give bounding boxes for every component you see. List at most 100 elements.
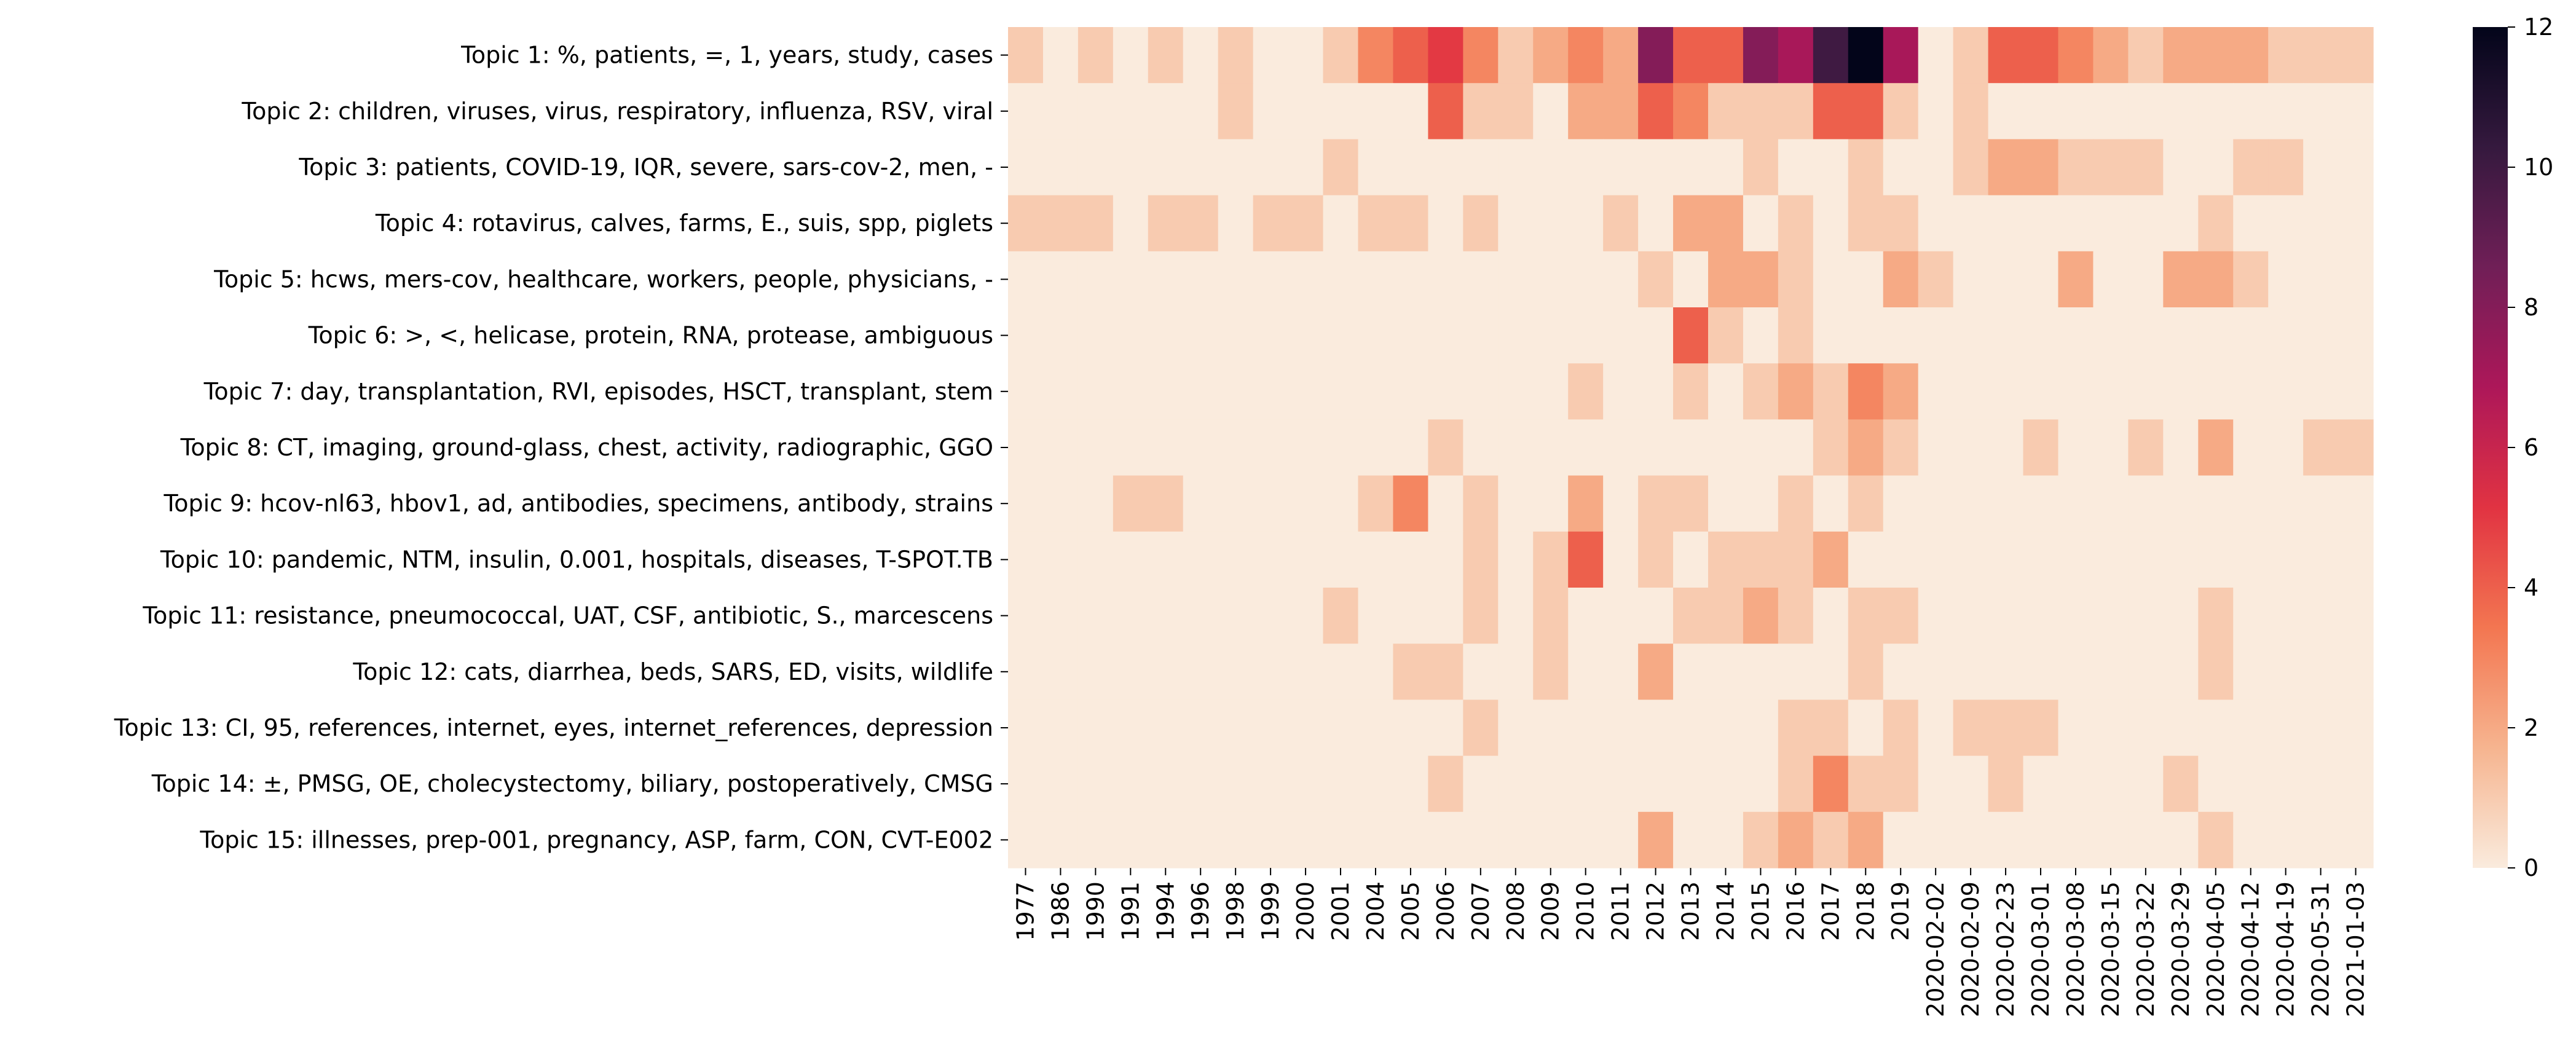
- heatmap-cell: [2128, 699, 2164, 757]
- heatmap-cell: [1498, 195, 1534, 252]
- heatmap-cell: [2093, 699, 2129, 757]
- heatmap-cell: [2233, 195, 2269, 252]
- heatmap-cell: [1358, 588, 1394, 644]
- y-tick-label: Topic 15: illnesses, prep-001, pregnancy…: [199, 826, 993, 853]
- heatmap-cell: [1848, 475, 1884, 532]
- heatmap-cell: [1603, 419, 1639, 476]
- heatmap-cell: [2163, 195, 2199, 252]
- heatmap-cell: [1603, 755, 1639, 813]
- heatmap-cell: [2128, 644, 2164, 700]
- heatmap-cell: [1918, 27, 1954, 84]
- heatmap-cell: [1183, 27, 1219, 84]
- heatmap-cell: [1848, 139, 1884, 196]
- heatmap-cell: [1077, 27, 1114, 84]
- heatmap-cell: [2303, 699, 2339, 757]
- heatmap-cell: [1708, 531, 1744, 588]
- heatmap-cell: [1113, 811, 1149, 869]
- heatmap-cell: [1008, 755, 1044, 813]
- heatmap-cell: [1918, 307, 1954, 364]
- heatmap-cell: [1253, 419, 1289, 476]
- heatmap-cell: [2058, 475, 2094, 532]
- heatmap-cell: [1638, 307, 1674, 364]
- x-tick-label: 2020-02-23: [1992, 881, 2019, 1017]
- heatmap-cell: [1428, 139, 1463, 196]
- heatmap-cell: [2023, 588, 2059, 644]
- heatmap-cell: [1673, 83, 1709, 140]
- heatmap-cell: [1253, 811, 1289, 869]
- heatmap-cell: [1323, 588, 1359, 644]
- heatmap-cell: [1113, 363, 1149, 420]
- heatmap-cell: [1113, 644, 1149, 700]
- heatmap-cell: [1428, 699, 1463, 757]
- heatmap-cell: [1077, 755, 1114, 813]
- heatmap-cell: [1008, 419, 1044, 476]
- heatmap-cell: [1463, 531, 1499, 588]
- heatmap-cell: [1743, 363, 1779, 420]
- heatmap-cell: [1358, 755, 1394, 813]
- colorbar-tick-label: 4: [2524, 574, 2539, 601]
- heatmap-cell: [1183, 699, 1219, 757]
- heatmap-cell: [2303, 475, 2339, 532]
- heatmap-cell: [1673, 811, 1709, 869]
- heatmap-cell: [1988, 307, 2024, 364]
- heatmap-cell: [1813, 363, 1849, 420]
- heatmap-cell: [1183, 588, 1219, 644]
- heatmap-cell: [1008, 363, 1044, 420]
- heatmap-cell: [2198, 475, 2234, 532]
- heatmap-cell: [2233, 83, 2269, 140]
- heatmap-cell: [1077, 251, 1114, 308]
- heatmap-cell: [1568, 588, 1604, 644]
- heatmap-cell: [2163, 811, 2199, 869]
- heatmap-cell: [1113, 475, 1149, 532]
- heatmap-cell: [2303, 195, 2339, 252]
- heatmap-cell: [1778, 195, 1814, 252]
- heatmap-cell: [1638, 83, 1674, 140]
- heatmap-cell: [1918, 139, 1954, 196]
- heatmap-cell: [1988, 363, 2024, 420]
- heatmap-cell: [1148, 699, 1184, 757]
- heatmap-cell: [1743, 699, 1779, 757]
- heatmap-cell: [1218, 419, 1254, 476]
- heatmap-cell: [1918, 531, 1954, 588]
- heatmap-cell: [1743, 644, 1779, 700]
- heatmap-cell: [2338, 699, 2374, 757]
- colorbar-tick-label: 10: [2524, 154, 2553, 181]
- heatmap-cell: [1533, 811, 1569, 869]
- heatmap-cell: [2163, 139, 2199, 196]
- heatmap-cell: [2268, 139, 2304, 196]
- heatmap-cell: [1113, 419, 1149, 476]
- heatmap-cell: [1463, 588, 1499, 644]
- heatmap-cell: [1778, 588, 1814, 644]
- heatmap-cell: [1498, 531, 1534, 588]
- heatmap-cell: [1148, 27, 1184, 84]
- heatmap-cell: [1673, 139, 1709, 196]
- heatmap-cell: [2268, 307, 2304, 364]
- heatmap-cell: [1568, 475, 1604, 532]
- heatmap-cell: [1393, 83, 1428, 140]
- heatmap-cell: [2268, 419, 2304, 476]
- x-tick-label: 2020-05-31: [2307, 881, 2334, 1017]
- heatmap-cell: [2128, 755, 2164, 813]
- heatmap-cell: [1358, 475, 1394, 532]
- heatmap-cell: [1708, 139, 1744, 196]
- heatmap-cell: [2338, 83, 2374, 140]
- heatmap-cell: [1463, 363, 1499, 420]
- heatmap-cell: [1323, 83, 1359, 140]
- heatmap-cell: [2338, 363, 2374, 420]
- heatmap-cell: [1568, 139, 1604, 196]
- heatmap-cell: [1218, 363, 1254, 420]
- heatmap-cell: [1743, 475, 1779, 532]
- heatmap-cell: [2023, 475, 2059, 532]
- heatmap-cell: [1848, 195, 1884, 252]
- heatmap-cell: [1288, 531, 1324, 588]
- heatmap-cell: [1288, 363, 1324, 420]
- heatmap-cell: [1498, 419, 1534, 476]
- x-tick-label: 2019: [1887, 881, 1914, 941]
- heatmap-cell: [1183, 307, 1219, 364]
- heatmap-cell: [1813, 307, 1849, 364]
- heatmap-cell: [1708, 363, 1744, 420]
- heatmap-cell: [1042, 251, 1079, 308]
- heatmap-cell: [1077, 531, 1114, 588]
- heatmap-cell: [1778, 475, 1814, 532]
- heatmap-cell: [1183, 419, 1219, 476]
